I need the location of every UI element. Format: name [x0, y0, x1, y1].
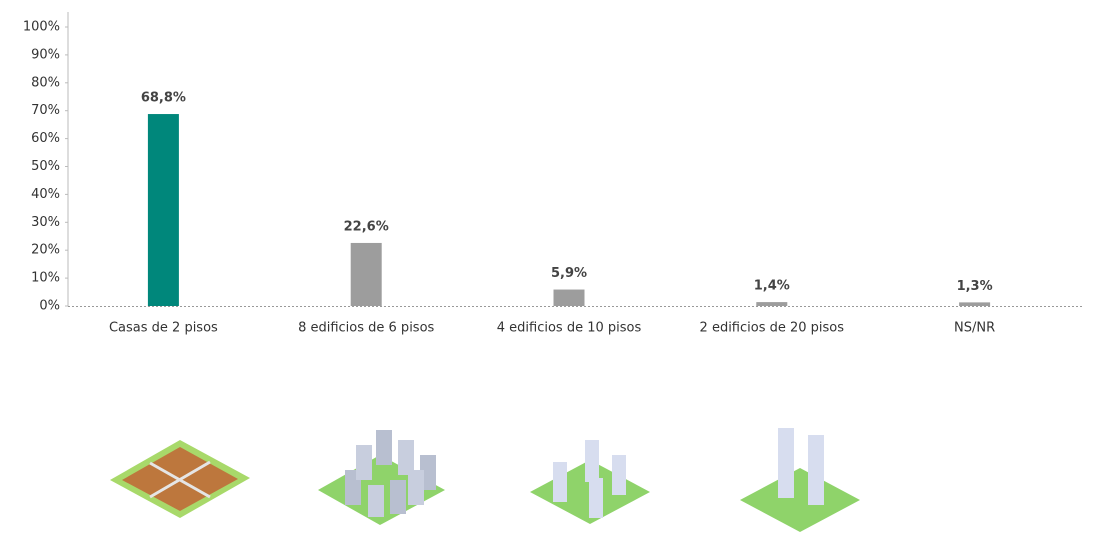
- y-tick-label: 30%: [31, 215, 60, 230]
- value-label: 1,4%: [754, 279, 790, 294]
- x-tick-label: 8 edificios de 6 pisos: [298, 321, 434, 336]
- x-tick-label: 2 edificios de 20 pisos: [700, 321, 845, 336]
- value-label: 5,9%: [551, 266, 587, 281]
- twenty-floor-buildings-illustration: [740, 428, 860, 532]
- x-tick-label: NS/NR: [954, 321, 995, 336]
- y-tick-label: 100%: [23, 20, 60, 35]
- y-tick-label: 80%: [31, 75, 60, 90]
- bar: [350, 242, 382, 306]
- y-tick-label: 20%: [31, 243, 60, 258]
- y-tick-label: 40%: [31, 187, 60, 202]
- six-floor-buildings-illustration: [318, 430, 445, 525]
- y-tick-label: 90%: [31, 47, 60, 62]
- y-tick-label: 60%: [31, 131, 60, 146]
- y-tick-label: 50%: [31, 159, 60, 174]
- value-label: 68,8%: [141, 91, 186, 106]
- ten-floor-buildings-illustration: [530, 440, 650, 524]
- houses-illustration: [110, 440, 250, 518]
- bar: [553, 289, 585, 306]
- value-label: 22,6%: [344, 219, 389, 234]
- illustrations: [110, 428, 860, 532]
- y-tick-label: 10%: [31, 271, 60, 286]
- y-tick-label: 70%: [31, 103, 60, 118]
- bar: [756, 302, 788, 306]
- y-tick-label: 0%: [39, 299, 60, 314]
- x-tick-label: Casas de 2 pisos: [109, 321, 218, 336]
- value-label: 1,3%: [957, 279, 993, 294]
- x-tick-label: 4 edificios de 10 pisos: [497, 321, 642, 336]
- bar: [147, 114, 179, 306]
- bar: [959, 302, 991, 306]
